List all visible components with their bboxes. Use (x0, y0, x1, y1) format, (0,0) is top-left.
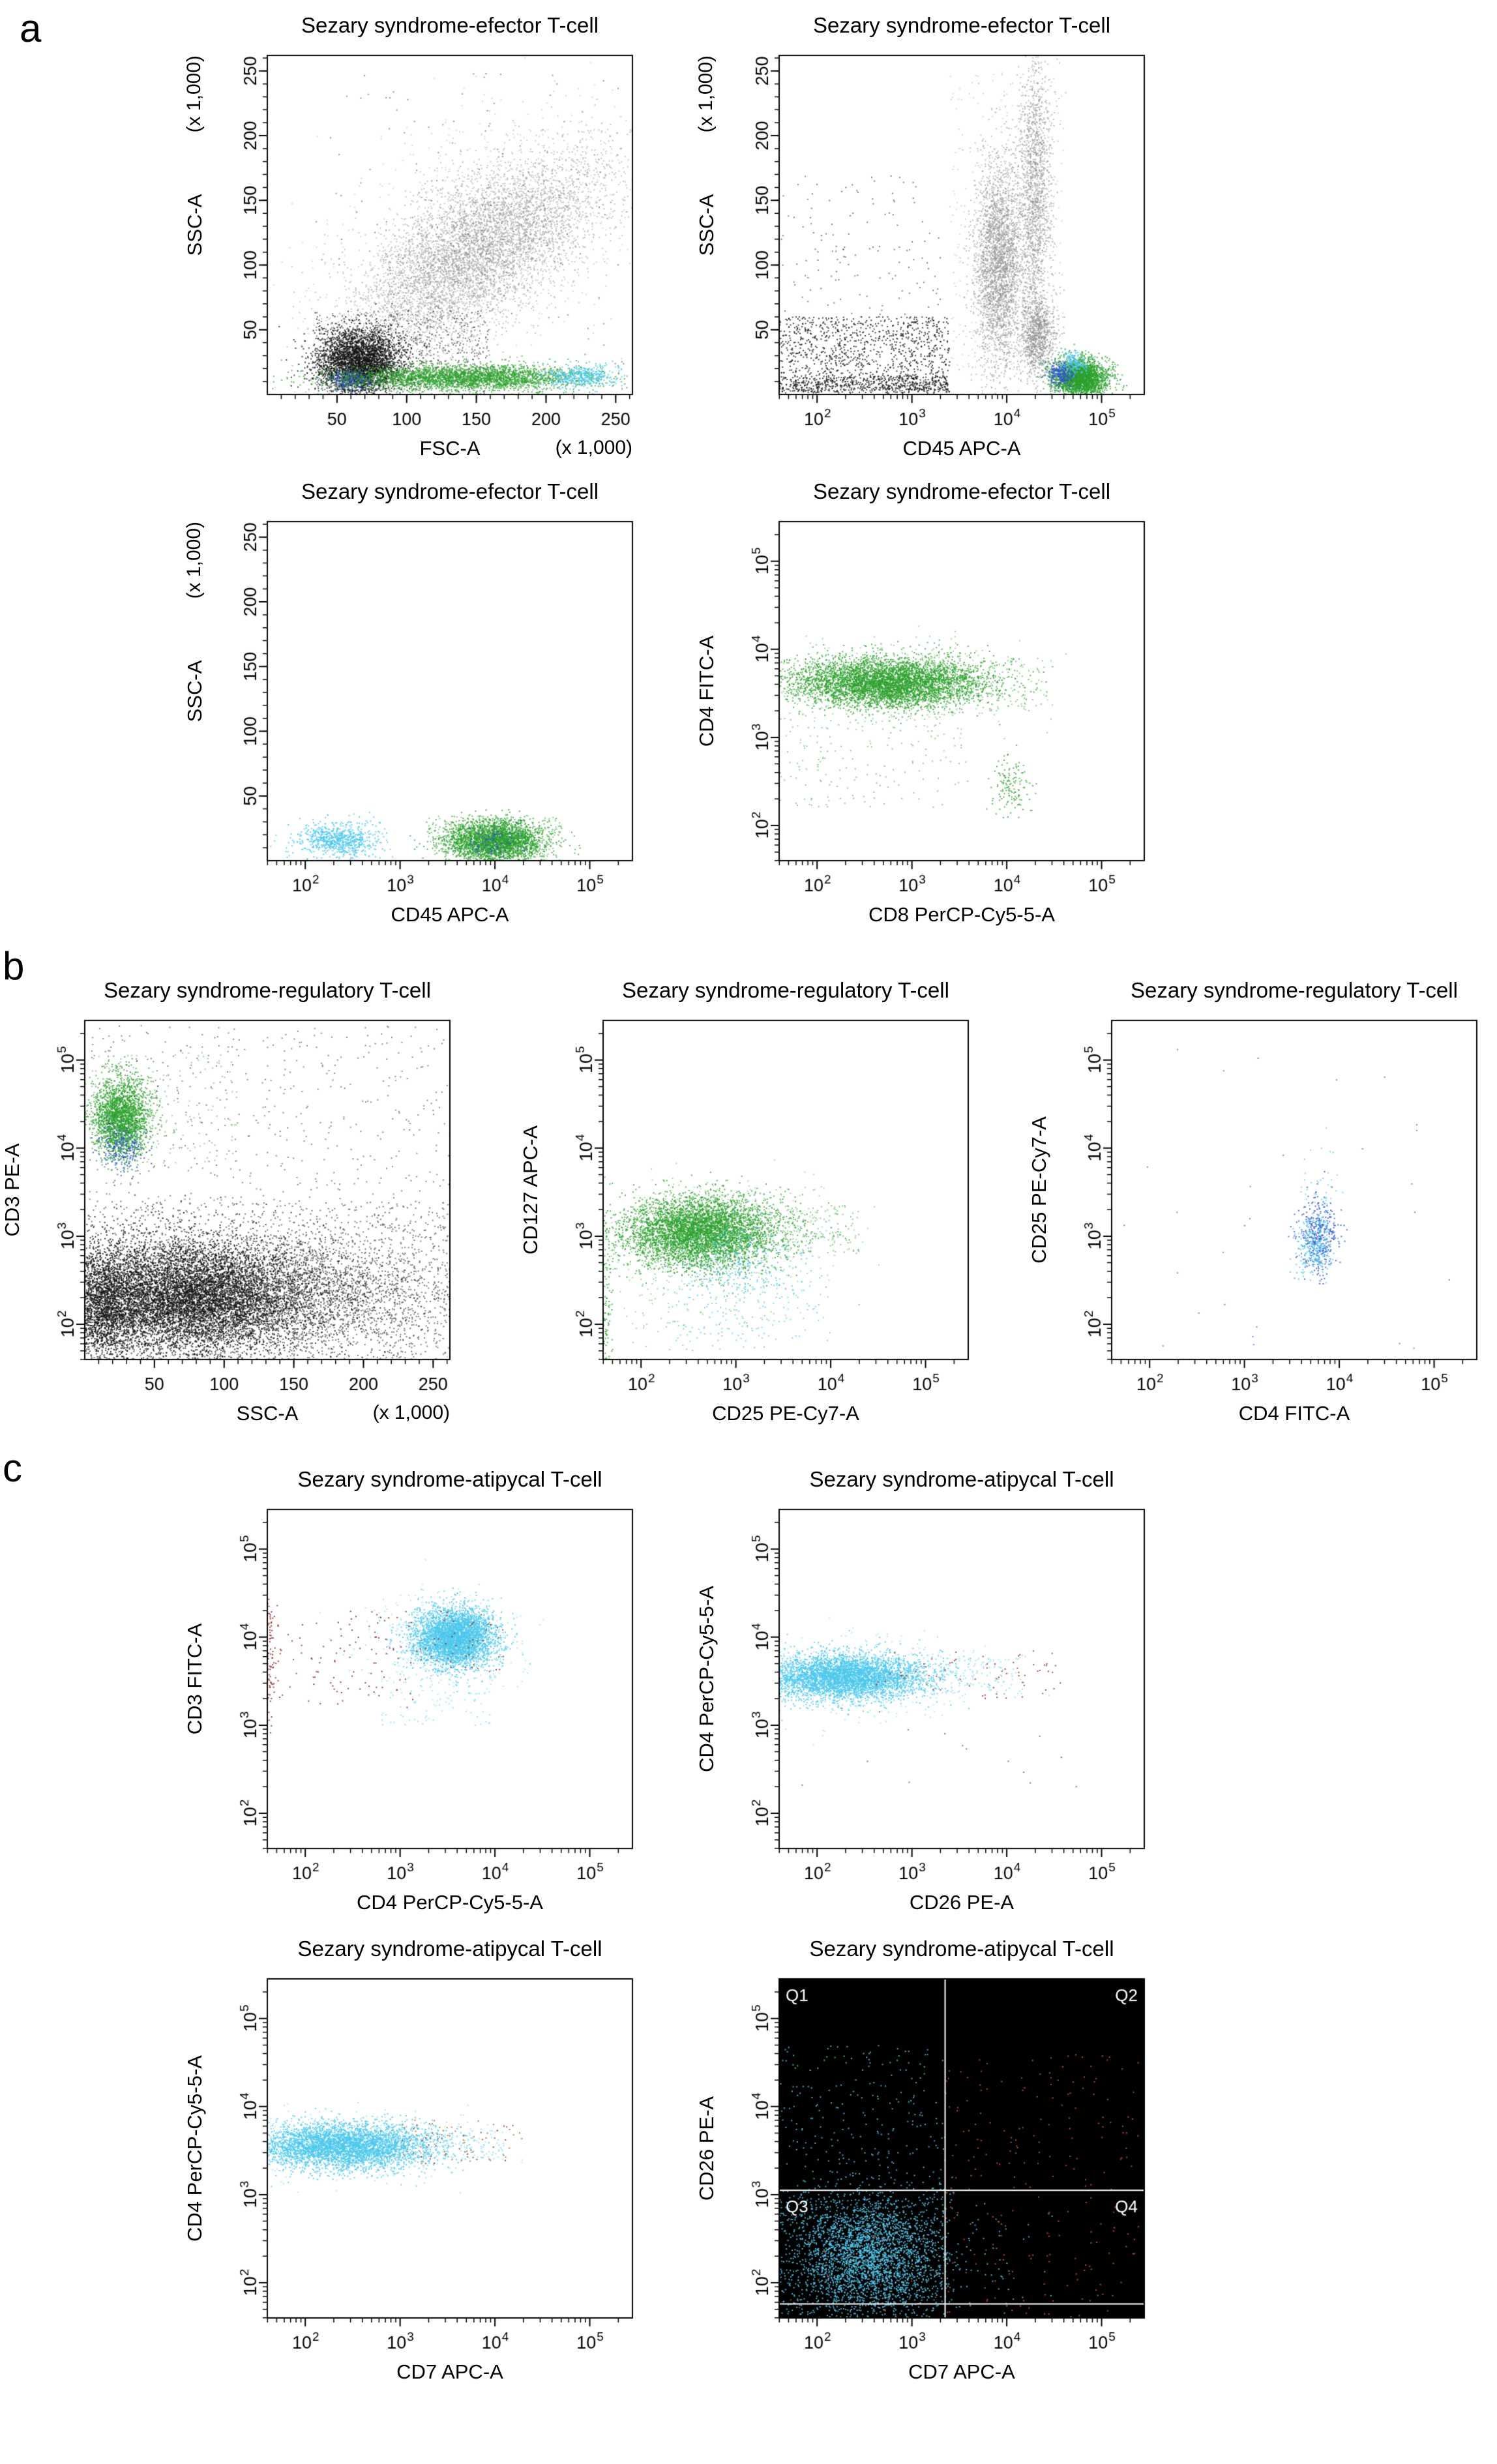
panel-label-b: b (3, 944, 25, 988)
plot-a2-ssc-vs-cd45: Sezary syndrome-efector T-cell SSC-A (x … (668, 13, 1190, 469)
plot-title: Sezary syndrome-regulatory T-cell (622, 978, 949, 1002)
x-axis-label: CD26 PE-A (909, 1891, 1015, 1914)
x-axis-unit: (x 1,000) (555, 437, 632, 458)
x-axis-label: CD4 PerCP-Cy5-5-A (357, 1891, 543, 1914)
scatter-canvas (668, 1496, 1177, 1894)
x-axis-label: CD25 PE-Cy7-A (712, 1402, 859, 1425)
plot-c4-cd26-vs-cd7-quadrants: Sezary syndrome-atipycal T-cell CD26 PE-… (668, 1937, 1190, 2393)
scatter-canvas (668, 42, 1177, 440)
plot-title: Sezary syndrome-atipycal T-cell (297, 1937, 602, 1961)
plot-c2-cd4-vs-cd26: Sezary syndrome-atipycal T-cell CD4 PerC… (668, 1467, 1190, 1923)
plot-title: Sezary syndrome-regulatory T-cell (1131, 978, 1458, 1002)
panel-label-a: a (20, 7, 42, 50)
plot-title: Sezary syndrome-regulatory T-cell (104, 978, 431, 1002)
x-axis-label: CD7 APC-A (908, 2360, 1015, 2383)
plot-title: Sezary syndrome-atipycal T-cell (297, 1467, 602, 1491)
plot-a3-ssc-vs-cd45: Sezary syndrome-efector T-cell SSC-A (x … (156, 479, 678, 936)
x-axis-unit: (x 1,000) (372, 1402, 450, 1423)
x-axis-label: FSC-A (419, 437, 481, 460)
plot-title: Sezary syndrome-atipycal T-cell (809, 1467, 1114, 1491)
scatter-canvas (156, 1966, 665, 2364)
x-axis-label: SSC-A (236, 1402, 299, 1425)
x-axis-label: CD4 FITC-A (1238, 1402, 1350, 1425)
x-axis-label: CD7 APC-A (396, 2360, 503, 2383)
x-axis-label: CD45 APC-A (902, 437, 1021, 460)
plot-title: Sezary syndrome-efector T-cell (301, 479, 599, 503)
scatter-canvas (156, 509, 665, 906)
scatter-canvas (156, 42, 665, 440)
scatter-canvas (492, 1007, 1001, 1405)
plot-c1-cd3-vs-cd4: Sezary syndrome-atipycal T-cell CD3 FITC… (156, 1467, 678, 1923)
plot-a4-cd4-vs-cd8: Sezary syndrome-efector T-cell CD4 FITC-… (668, 479, 1190, 936)
plot-c3-cd4-vs-cd7: Sezary syndrome-atipycal T-cell CD4 PerC… (156, 1937, 678, 2393)
panel-label-c: c (3, 1446, 22, 1490)
plot-b3-cd25-vs-cd4: Sezary syndrome-regulatory T-cell CD25 P… (1001, 978, 1497, 1434)
plot-title: Sezary syndrome-atipycal T-cell (809, 1937, 1114, 1961)
scatter-canvas (668, 509, 1177, 906)
plot-title: Sezary syndrome-efector T-cell (812, 13, 1111, 37)
scatter-canvas (1001, 1007, 1497, 1405)
plot-b2-cd127-vs-cd25: Sezary syndrome-regulatory T-cell CD127 … (492, 978, 1014, 1434)
plot-title: Sezary syndrome-efector T-cell (301, 13, 599, 37)
scatter-canvas (0, 1007, 482, 1405)
scatter-canvas (156, 1496, 665, 1894)
plot-b1-cd3-vs-ssc: Sezary syndrome-regulatory T-cell CD3 PE… (0, 978, 496, 1434)
scatter-canvas (668, 1966, 1177, 2364)
plot-a1-ssc-vs-fsc: Sezary syndrome-efector T-cell SSC-A (x … (156, 13, 678, 469)
x-axis-label: CD45 APC-A (391, 903, 509, 926)
plot-title: Sezary syndrome-efector T-cell (812, 479, 1111, 503)
x-axis-label: CD8 PerCP-Cy5-5-A (868, 903, 1055, 926)
